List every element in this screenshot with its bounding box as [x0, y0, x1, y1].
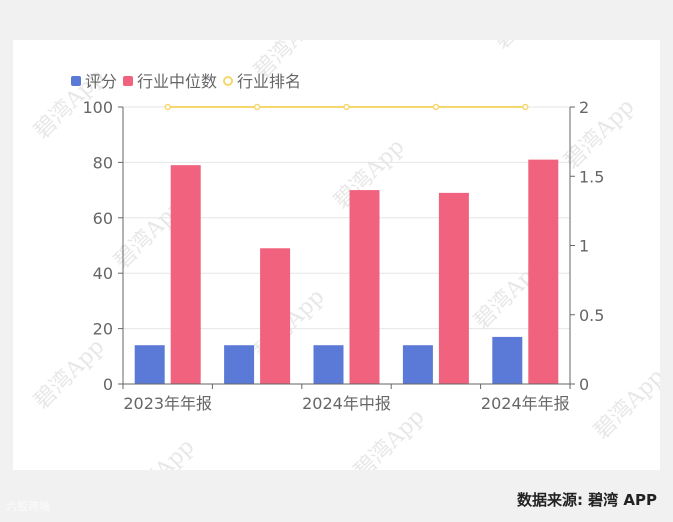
bar-industry-median	[438, 192, 469, 384]
bar-score	[224, 345, 255, 384]
rank-point	[164, 103, 171, 111]
chart-card: 碧湾App 碧湾App 碧湾App 碧湾App 碧湾App 碧湾App 碧湾App 碧湾App…	[13, 40, 660, 470]
rank-point	[253, 103, 261, 111]
watermark-text: 碧湾App	[560, 94, 640, 174]
bar-industry-median	[528, 159, 559, 384]
footer-logo: 六股跨境	[6, 500, 50, 513]
watermark-text: 碧湾App	[30, 334, 110, 414]
x-tick-label: 2024年中报	[302, 394, 391, 413]
y-left-tick-label: 0	[103, 375, 113, 394]
bar-score	[134, 345, 165, 384]
y-left-tick-label: 100	[82, 98, 113, 117]
rank-point	[522, 103, 529, 111]
x-tick-label: 2024年年报	[481, 394, 570, 413]
legend-label: 行业排名	[237, 72, 301, 91]
bar-score	[402, 345, 433, 384]
watermark-text: 碧湾App	[490, 40, 570, 54]
legend-swatch	[223, 76, 234, 86]
watermark-text: 碧湾App	[590, 364, 660, 444]
chart: 碧湾App碧湾App碧湾App碧湾App碧湾App碧湾App碧湾App碧湾App…	[30, 40, 660, 470]
bars	[134, 159, 559, 384]
rank-point	[343, 103, 350, 111]
y-right-tick-label: 0.5	[579, 306, 604, 325]
bar-industry-median	[349, 190, 380, 384]
legend-swatch	[71, 76, 81, 86]
x-tick-label: 2023年年报	[123, 394, 212, 413]
legend-label: 评分	[85, 72, 117, 91]
bar-industry-median	[260, 248, 291, 384]
footer-source: 数据来源: 碧湾 APP	[516, 491, 657, 509]
bar-industry-median	[170, 165, 201, 384]
legend-swatch	[123, 76, 134, 86]
y-left-tick-label: 60	[93, 209, 113, 228]
y-left-tick-label: 80	[93, 153, 113, 172]
bar-score	[313, 345, 344, 384]
watermark-text: 碧湾App	[350, 404, 430, 470]
legend: 评分 行业中位数 行业排名	[71, 72, 301, 91]
legend-label: 行业中位数	[137, 72, 217, 91]
watermark-text: 碧湾App	[120, 434, 200, 470]
y-left-tick-label: 40	[93, 264, 113, 283]
y-left-tick-label: 20	[93, 320, 113, 339]
axes: 0 20 40 60 80 100 0 0.5 1 1.5 2 2023年年报 2024年中报 2024年…	[82, 98, 604, 413]
y-right-tick-label: 2	[579, 98, 589, 117]
rank-point	[432, 103, 440, 111]
rank-line	[164, 103, 529, 111]
y-right-tick-label: 0	[579, 375, 589, 394]
y-right-tick-label: 1.5	[579, 167, 604, 186]
bar-score	[492, 336, 523, 384]
y-right-tick-label: 1	[579, 237, 589, 256]
